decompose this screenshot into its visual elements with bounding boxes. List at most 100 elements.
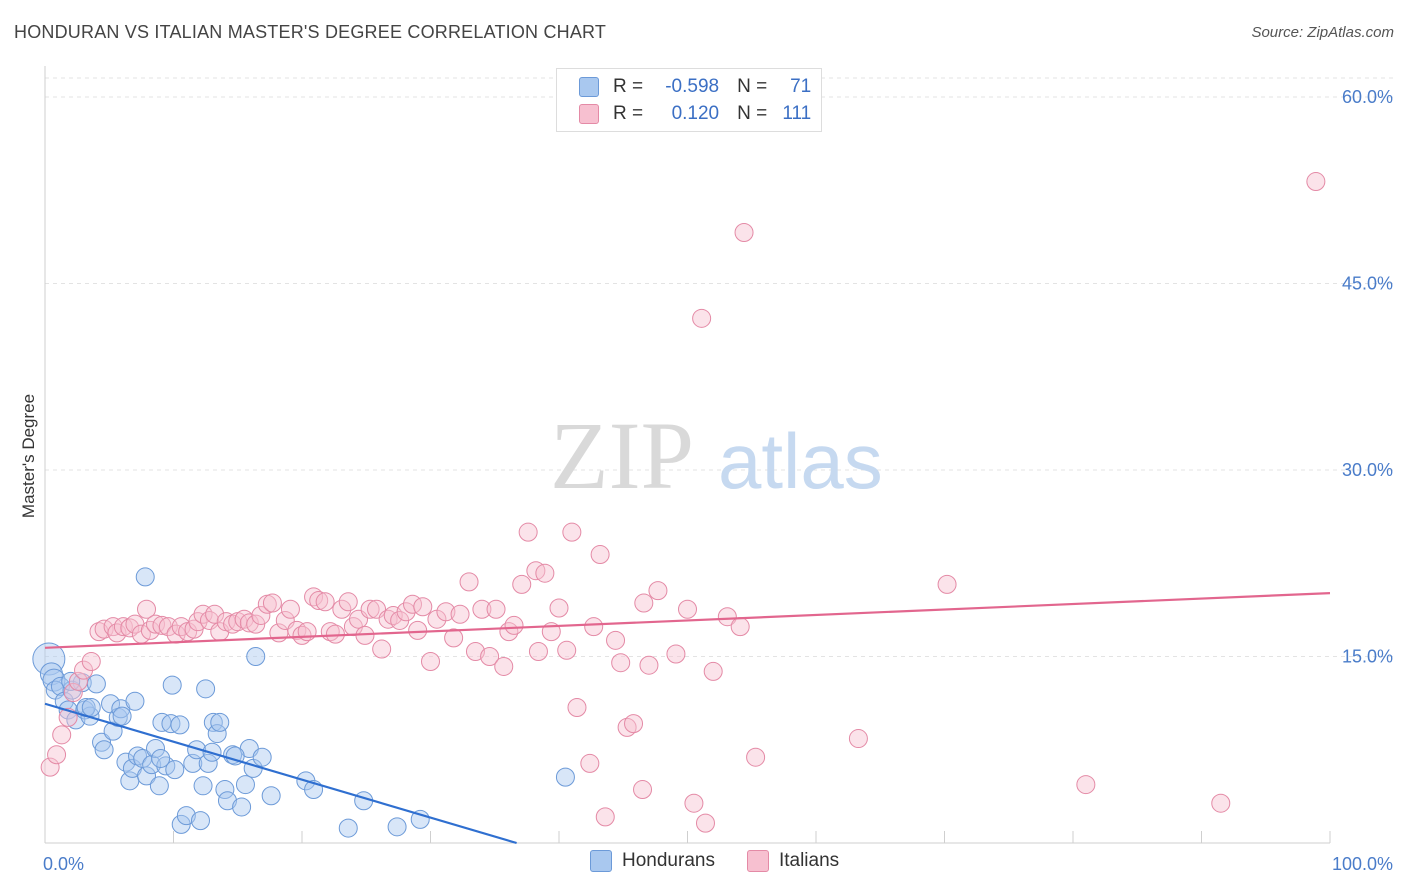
- watermark-atlas: atlas: [718, 417, 883, 505]
- italian-point: [251, 605, 271, 625]
- y-tick-label: 30.0%: [1342, 460, 1393, 480]
- legend-swatch-italians: [746, 850, 769, 872]
- honduran-point: [217, 791, 237, 811]
- series-legend: Hondurans Italians: [590, 850, 871, 872]
- source-label: Source: ZipAtlas.com: [1251, 24, 1394, 41]
- italian-point: [450, 604, 470, 624]
- italian-point: [634, 593, 654, 613]
- honduran-point: [187, 740, 207, 760]
- italian-point: [692, 308, 712, 328]
- honduran-trend-line: [44, 702, 517, 845]
- honduran-point: [81, 697, 101, 717]
- italian-point: [338, 592, 358, 612]
- legend-item-hondurans[interactable]: Hondurans: [590, 850, 715, 872]
- italian-point: [421, 651, 440, 671]
- honduran-point: [261, 786, 281, 806]
- correlation-legend: R = -0.598 N = 71 R = 0.120 N = 111: [556, 68, 822, 132]
- italian-point: [223, 614, 243, 634]
- italian-point: [47, 745, 67, 765]
- honduran-point: [137, 766, 157, 786]
- italian-point: [262, 593, 282, 613]
- legend-swatch-hondurans: [590, 850, 612, 872]
- italian-point: [717, 607, 737, 627]
- honduran-point: [125, 691, 145, 711]
- legend-n-value: 111: [782, 103, 812, 124]
- y-tick-label: 45.0%: [1342, 274, 1393, 294]
- honduran-point: [151, 748, 171, 768]
- italian-point: [486, 599, 506, 619]
- italian-point: [292, 625, 312, 645]
- italian-point: [472, 599, 492, 619]
- legend-n-value: 71: [790, 76, 812, 97]
- italian-point: [360, 599, 380, 619]
- italian-point: [504, 615, 524, 635]
- italian-point: [617, 717, 637, 737]
- italian-point: [512, 574, 532, 594]
- honduran-point: [86, 674, 106, 694]
- italian-point: [535, 563, 555, 583]
- italian-point: [684, 793, 704, 813]
- italian-point: [494, 656, 514, 676]
- italian-point: [595, 807, 615, 827]
- legend-r-value: -0.598: [665, 76, 720, 97]
- series-italians: [40, 172, 1326, 833]
- italian-point: [611, 653, 631, 673]
- y-axis-label: Master's Degree: [19, 394, 38, 518]
- legend-r-value: 0.120: [671, 103, 720, 124]
- italian-point: [562, 522, 582, 542]
- italian-point: [40, 757, 60, 777]
- italian-point: [459, 572, 479, 592]
- honduran-point: [203, 712, 223, 732]
- honduran-point: [232, 797, 252, 817]
- chart-title: HONDURAN VS ITALIAN MASTER'S DEGREE CORR…: [14, 22, 607, 42]
- italian-point: [372, 639, 392, 659]
- legend-row-hondurans: R = -0.598 N = 71: [579, 74, 811, 100]
- italian-point: [120, 618, 140, 638]
- italian-point: [444, 628, 464, 648]
- legend-row-italians: R = 0.120 N = 111: [579, 101, 811, 127]
- italian-point: [730, 617, 750, 637]
- y-tick-label: 60.0%: [1342, 87, 1393, 107]
- honduran-point: [176, 806, 196, 826]
- italian-point: [332, 599, 352, 619]
- tick-labels: 15.0% 30.0% 45.0% 60.0% 0.0% 100.0%: [43, 87, 1393, 874]
- honduran-point: [387, 817, 407, 837]
- italian-point: [137, 599, 157, 619]
- honduran-point: [190, 811, 210, 831]
- axes: [44, 66, 1331, 844]
- italian-point: [678, 599, 697, 619]
- italian-point: [152, 615, 172, 635]
- watermark: ZIP atlas: [550, 402, 883, 509]
- honduran-point: [207, 724, 227, 744]
- honduran-point: [162, 675, 182, 695]
- italian-point: [584, 617, 604, 637]
- honduran-point: [215, 780, 235, 800]
- honduran-point: [555, 767, 575, 787]
- honduran-point: [135, 567, 155, 587]
- italian-point: [590, 545, 610, 565]
- honduran-point: [92, 732, 112, 752]
- italian-point: [518, 522, 538, 542]
- italian-point: [580, 753, 600, 773]
- honduran-point: [170, 715, 190, 735]
- x-tick-label: 0.0%: [43, 854, 84, 874]
- legend-item-italians[interactable]: Italians: [746, 850, 839, 872]
- italian-point: [1306, 172, 1326, 192]
- italian-point: [528, 642, 548, 662]
- honduran-point: [165, 760, 185, 780]
- trend-lines: [44, 591, 1331, 845]
- italian-point: [703, 661, 723, 681]
- italian-point: [734, 223, 754, 243]
- legend-r-label: R =: [613, 103, 644, 124]
- honduran-point: [210, 712, 230, 732]
- series-hondurans: [32, 567, 575, 838]
- italian-point: [239, 613, 259, 633]
- italian-point: [205, 604, 225, 624]
- italian-point: [549, 598, 569, 618]
- italian-point: [480, 647, 500, 666]
- italian-point: [52, 725, 72, 745]
- italian-point: [68, 671, 88, 691]
- italian-trend-line: [44, 591, 1331, 649]
- honduran-point: [171, 814, 191, 834]
- italian-point: [315, 592, 335, 612]
